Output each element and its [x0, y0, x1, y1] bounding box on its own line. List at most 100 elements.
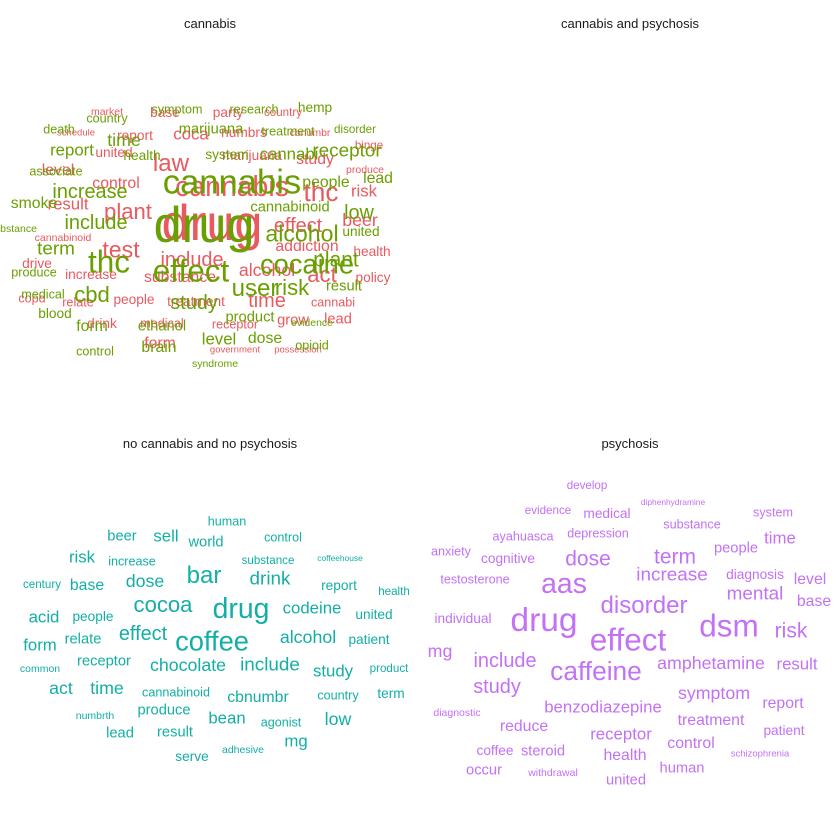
word-form: form: [144, 335, 176, 353]
word-treatment: treatment: [261, 124, 315, 139]
word-united: united: [95, 145, 133, 161]
word-disorder: disorder: [334, 123, 376, 137]
word-term: term: [37, 238, 75, 260]
word-product: product: [225, 309, 275, 326]
word-mental: mental: [726, 583, 784, 605]
word-increase: increase: [65, 267, 117, 283]
word-increase: increase: [52, 181, 128, 204]
word-result: result: [157, 724, 193, 741]
word-united: united: [355, 607, 393, 623]
word-aas: aas: [541, 567, 587, 600]
panel-title: cannabis and psychosis: [560, 16, 700, 31]
word-amphetamine: amphetamine: [657, 653, 765, 674]
word-united: united: [605, 772, 647, 789]
word-treatment: treatment: [677, 712, 745, 730]
word-low: low: [344, 202, 374, 225]
word-base: base: [150, 105, 180, 121]
word-human: human: [207, 514, 247, 529]
word-lead: lead: [363, 170, 393, 188]
word-numbrs: numbrs: [221, 125, 267, 141]
word-produce: produce: [11, 265, 57, 280]
panel-no-cannabis-no-psychosis: no cannabis and no psychosis human beer se…: [0, 420, 420, 840]
word-opioid: opioid: [295, 338, 329, 353]
word-system: system: [753, 505, 793, 520]
panel-psychosis: psychosis develop diphenhydramine evidence…: [420, 420, 840, 840]
word-sell: sell: [153, 526, 179, 546]
word-benzodiazepine: benzodiazepine: [544, 697, 662, 717]
word-people: people: [113, 292, 155, 308]
word-beer: beer: [342, 210, 378, 231]
word-report: report: [762, 695, 804, 713]
word-medical: medical: [140, 316, 184, 331]
word-symptom: symptom: [677, 683, 751, 704]
word-base: base: [796, 593, 832, 611]
word-possession: possession: [274, 344, 322, 356]
word-country: country: [317, 688, 359, 703]
word-risk: risk: [350, 181, 378, 201]
word-health: health: [353, 244, 391, 260]
word-thc: thc: [303, 176, 339, 207]
word-system: system: [205, 147, 249, 163]
word-world: world: [188, 534, 224, 551]
word-numbrth: numbrth: [75, 709, 115, 722]
word-plant: plant: [104, 198, 152, 224]
word-dose: dose: [125, 571, 165, 592]
word-study: study: [170, 292, 218, 315]
word-cbnumbr: cbnumbr: [289, 126, 331, 139]
word-patient: patient: [763, 723, 805, 739]
word-report: report: [321, 578, 357, 594]
word-substance: substance: [143, 269, 217, 287]
panel-title: no cannabis and no psychosis: [122, 436, 298, 451]
panel-title: psychosis: [601, 436, 659, 451]
word-drive: drive: [22, 256, 52, 272]
word-schedule: schedule: [56, 127, 96, 139]
word-control: control: [264, 530, 302, 545]
word-dose: dose: [565, 547, 611, 571]
word-receptor: receptor: [590, 724, 652, 744]
word-grow: grow: [277, 312, 309, 329]
word-cannabi: cannabi: [310, 295, 356, 310]
word-reduce: reduce: [499, 718, 549, 736]
word-ethanol: ethanol: [137, 318, 187, 335]
word-people: people: [713, 540, 759, 557]
word-people: people: [302, 174, 350, 192]
word-agonist: agonist: [260, 715, 302, 730]
word-effect: effect: [118, 623, 168, 646]
word-marijuana: marijuana: [178, 121, 244, 138]
word-steroid: steroid: [520, 743, 566, 760]
word-report: report: [117, 128, 153, 144]
word-plant: plant: [313, 248, 359, 272]
word-alcohol: alcohol: [238, 260, 296, 281]
word-hemp: hemp: [297, 100, 333, 116]
word-form: form: [23, 635, 57, 655]
word-drug: drug: [212, 592, 270, 625]
word-effect: effect: [152, 252, 230, 289]
word-addiction: addiction: [275, 238, 339, 256]
word-result: result: [776, 654, 818, 674]
word-drink: drink: [249, 568, 291, 590]
word-research: research: [229, 102, 279, 117]
word-occur: occur: [466, 762, 502, 779]
word-control: control: [76, 344, 114, 359]
word-dose: dose: [247, 330, 283, 348]
word-user: user: [231, 274, 279, 302]
word-substance: substance: [0, 222, 37, 235]
word-mg: mg: [284, 731, 308, 751]
word-test: test: [102, 236, 140, 263]
word-symptom: symptom: [151, 102, 203, 117]
word-report: report: [50, 140, 94, 160]
word-copd: copd: [18, 291, 46, 306]
word-include: include: [240, 654, 300, 676]
word-century: century: [22, 578, 62, 592]
word-blood: blood: [38, 306, 72, 322]
word-low: low: [324, 709, 352, 730]
word-develop: develop: [566, 479, 608, 493]
word-drug: drug: [153, 195, 255, 253]
word-treatment: treatment: [167, 294, 225, 310]
word-result: result: [47, 194, 89, 214]
word-patient: patient: [348, 632, 390, 648]
word-medical: medical: [21, 287, 65, 302]
word-anxiety: anxiety: [431, 544, 471, 559]
word-base: base: [69, 577, 105, 595]
word-produce: produce: [137, 702, 191, 719]
